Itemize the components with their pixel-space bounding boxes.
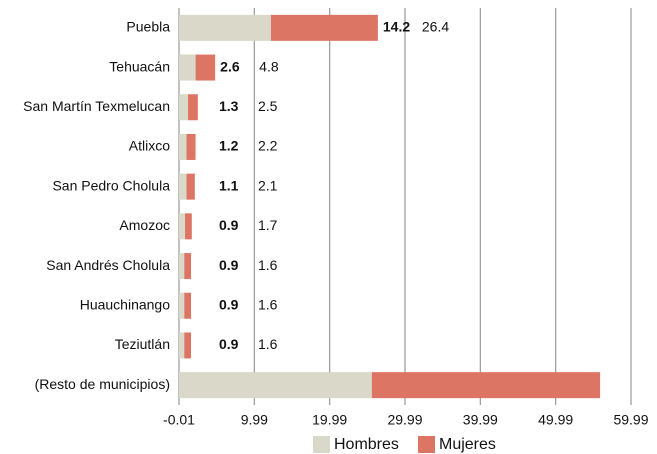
bar-segment [179,94,189,121]
y-tick-label: Tehuacán [109,58,170,74]
y-tick-label: Huauchinango [80,296,171,312]
total-label: 2.2 [258,138,278,154]
bar-segment [179,292,185,319]
x-tick-label: 59.99 [613,412,648,428]
y-tick-label: Amozoc [119,217,170,233]
x-tick-label: 29.99 [387,412,422,428]
y-tick-label: San Andrés Cholula [46,257,170,273]
bar-segment [186,173,195,200]
x-tick-label: 9.99 [241,412,268,428]
y-tick-label: (Resto de municipios) [35,376,170,392]
total-label: 2.5 [258,98,278,114]
bar-segment [371,372,601,399]
bar-segment [185,213,192,240]
bar-segment [179,133,187,160]
total-label: 1.6 [258,296,278,312]
total-label: 1.6 [258,257,278,273]
value-label: 0.9 [219,336,239,352]
bar-segment [179,173,187,200]
x-tick-label: -0.01 [163,412,195,428]
total-label: 1.6 [258,336,278,352]
y-tick-label: Teziutlán [115,336,170,352]
legend-swatch [313,436,330,453]
bar-segment [179,54,196,81]
legend-label: Hombres [334,436,399,453]
bar-segment [179,253,185,280]
value-label: 0.9 [219,257,239,273]
x-tick-label: 49.99 [538,412,573,428]
bar-segment [179,372,372,399]
bar-segment [179,213,186,240]
x-tick-label: 19.99 [312,412,347,428]
value-label: 0.9 [219,296,239,312]
y-tick-label: San Martín Texmelucan [23,98,170,114]
y-tick-label: Atlixco [129,138,170,154]
total-label: 4.8 [259,58,279,74]
bar-segment [179,14,271,41]
legend-label: Mujeres [439,436,496,453]
y-tick-label: Puebla [126,19,170,35]
value-label: 0.9 [219,217,239,233]
value-label: 1.3 [219,98,239,114]
bar-segment [188,94,198,121]
value-label: 2.6 [220,58,240,74]
x-tick-label: 39.99 [463,412,498,428]
bar-segment [184,332,192,359]
value-label: 1.1 [219,177,239,193]
total-label: 26.4 [422,19,449,35]
total-label: 2.1 [258,177,278,193]
bar-segment [186,133,196,160]
legend-swatch [418,436,435,453]
bar-segment [184,253,192,280]
value-label: 14.2 [383,19,410,35]
y-tick-label: San Pedro Cholula [52,177,170,193]
bar-segment [179,332,185,359]
bar-segment [184,292,192,319]
total-label: 1.7 [258,217,278,233]
bar-segment [270,14,378,41]
value-label: 1.2 [219,138,239,154]
bar-segment [195,54,216,81]
